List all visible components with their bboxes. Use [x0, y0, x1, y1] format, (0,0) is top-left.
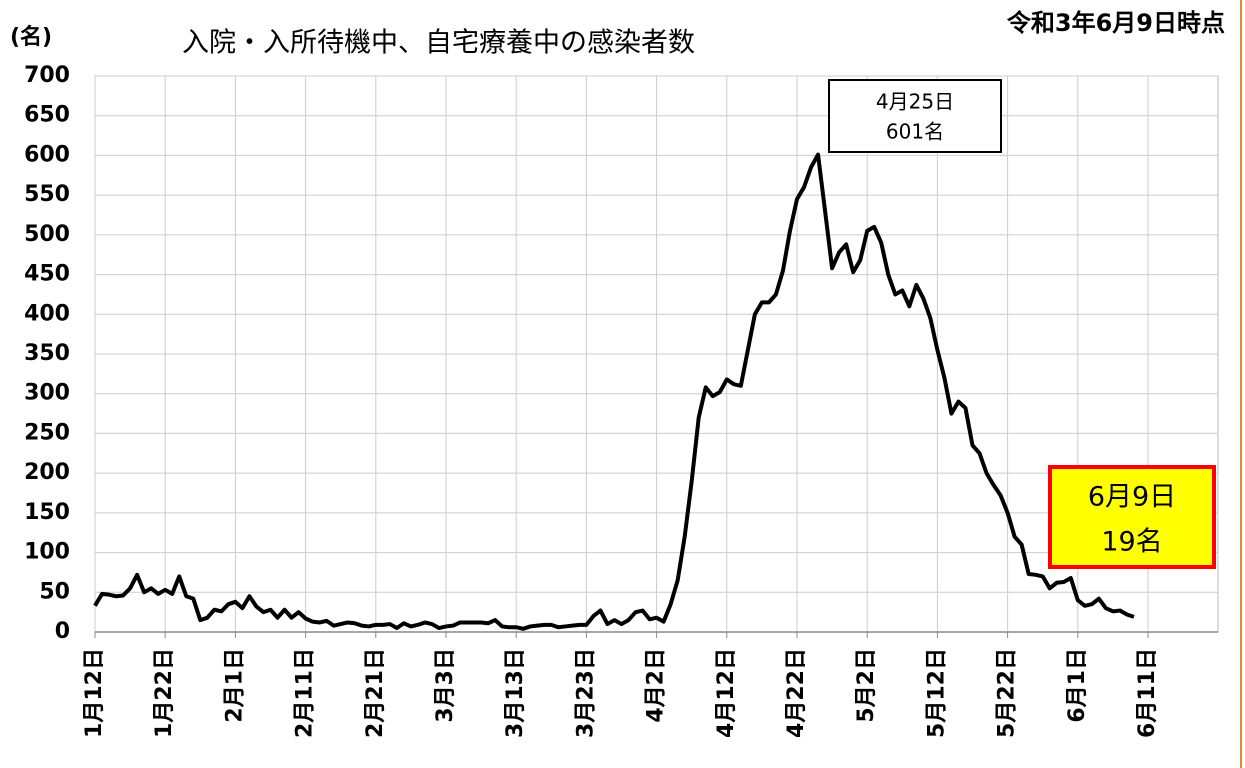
y-unit: (名): [10, 24, 52, 50]
y-tick-label: 600: [24, 142, 70, 167]
y-tick-label: 300: [24, 381, 70, 406]
annotation-text: 4月25日: [876, 90, 954, 114]
x-tick-label: 5月22日: [995, 648, 1020, 738]
x-tick-label: 2月11日: [293, 648, 318, 738]
annotation-text: 601名: [886, 120, 944, 144]
y-tick-label: 550: [24, 182, 70, 207]
x-tick-label: 4月22日: [784, 648, 809, 738]
x-tick-label: 4月2日: [644, 648, 669, 723]
y-tick-label: 350: [24, 341, 70, 366]
y-tick-label: 650: [24, 103, 70, 128]
data-line: [93, 152, 1135, 631]
x-tick-label: 3月3日: [433, 648, 458, 723]
annotation-text: 6月9日: [1088, 482, 1176, 513]
x-tick-label: 1月22日: [152, 648, 177, 738]
x-tick-label: 2月1日: [222, 648, 247, 723]
x-tick-label: 4月12日: [714, 648, 739, 738]
y-tick-label: 0: [55, 619, 70, 644]
y-tick-label: 250: [24, 420, 70, 445]
x-tick-label: 1月12日: [82, 648, 107, 738]
chart-title: 入院・入所待機中、自宅療養中の感染者数: [182, 28, 695, 59]
annotation-text: 19名: [1101, 527, 1162, 558]
y-tick-label: 50: [39, 579, 70, 604]
annotation-box: [1048, 465, 1216, 569]
y-tick-label: 500: [24, 222, 70, 247]
x-tick-label: 5月12日: [924, 648, 949, 738]
y-tick-label: 150: [24, 500, 70, 525]
x-tick-label: 6月1日: [1065, 648, 1090, 723]
y-tick-label: 100: [24, 540, 70, 565]
x-tick-label: 2月21日: [363, 648, 388, 738]
x-tick-label: 3月23日: [573, 648, 598, 738]
y-tick-label: 700: [24, 63, 70, 88]
y-tick-label: 200: [24, 460, 70, 485]
annotation-box: [828, 79, 1002, 153]
as-of: 令和3年6月9日時点: [1007, 9, 1225, 37]
x-tick-label: 5月2日: [854, 648, 879, 723]
y-tick-label: 400: [24, 301, 70, 326]
x-tick-label: 6月11日: [1135, 648, 1160, 738]
y-tick-label: 450: [24, 262, 70, 287]
x-tick-label: 3月13日: [503, 648, 528, 738]
